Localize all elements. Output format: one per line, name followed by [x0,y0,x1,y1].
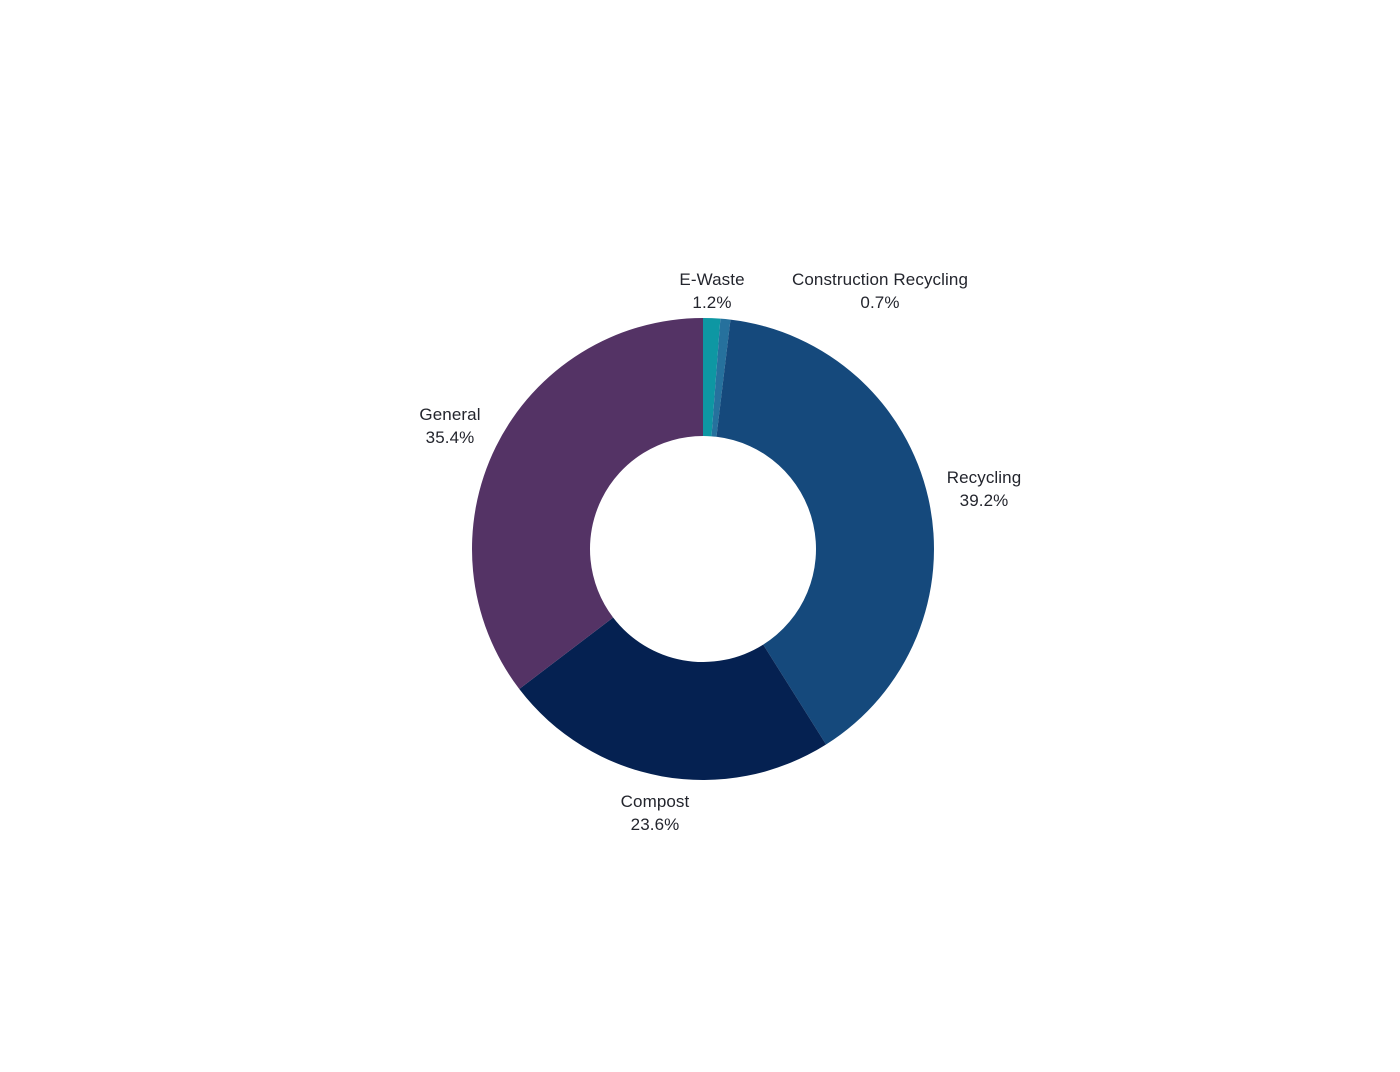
slice-label-recycling: Recycling 39.2% [947,466,1022,512]
slice-compost[interactable] [519,617,827,780]
slice-label-name: Recycling [946,468,1022,487]
slice-label-value: 35.4% [425,428,475,447]
slice-label-general: General 35.4% [419,403,480,449]
slice-recycling[interactable] [716,319,934,745]
slice-label-value: 1.2% [692,293,732,312]
slice-label-e-waste: E-Waste 1.2% [679,268,744,314]
slice-label-name: E-Waste [679,270,745,289]
slice-label-construction-recycling: Construction Recycling 0.7% [792,268,968,314]
slice-label-compost: Compost 23.6% [621,790,690,836]
slice-label-value: 23.6% [630,815,680,834]
slice-label-name: General [419,405,481,424]
slice-e-waste[interactable] [703,318,721,437]
slice-label-name: Compost [620,792,690,811]
slice-label-value: 39.2% [959,491,1009,510]
slice-construction-recycling[interactable] [711,318,731,437]
slice-label-value: 0.7% [860,293,900,312]
slice-label-name: Construction Recycling [791,270,969,289]
slice-general[interactable] [472,318,703,690]
